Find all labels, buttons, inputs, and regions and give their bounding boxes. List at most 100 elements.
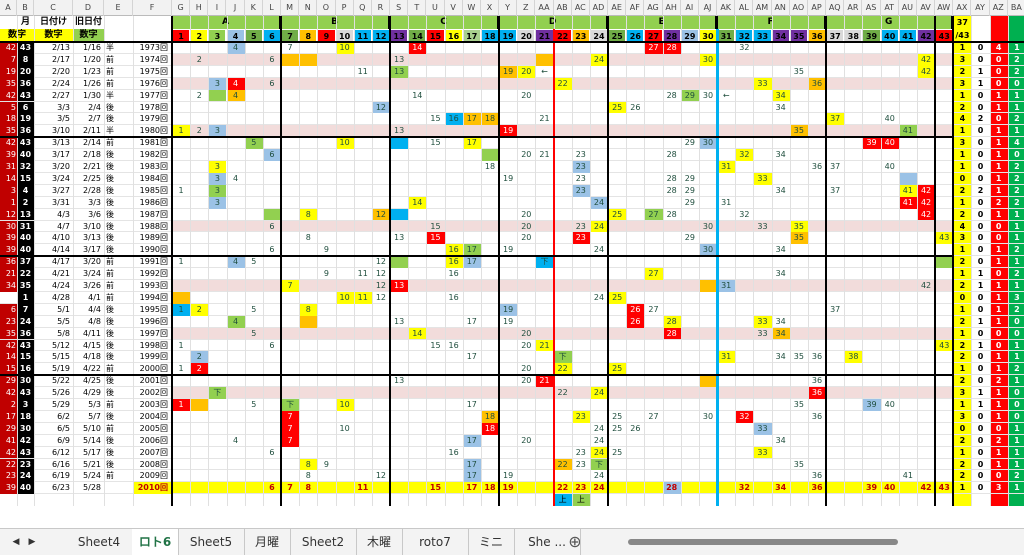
summary-value: 2 [959, 102, 966, 112]
sheet-tab[interactable]: She ... [514, 529, 581, 555]
grid-cell: 15 [430, 138, 441, 148]
column-line [680, 16, 682, 507]
date: 3/27 [52, 185, 70, 195]
grid-cell: 3 [208, 161, 227, 173]
month-number: 3 [0, 184, 17, 197]
old-date: 5/14 [83, 435, 101, 445]
grid-cell: 34 [775, 150, 786, 160]
date: 4/3 [57, 209, 70, 219]
month-number: 42 [0, 339, 17, 352]
row-line [0, 207, 1024, 209]
month-number: 14 [0, 172, 17, 185]
old-date: 5/28 [83, 483, 101, 493]
sheet-tab[interactable]: 月曜 [244, 529, 291, 555]
month-number: 31 [0, 161, 17, 173]
column-header: N [299, 0, 318, 16]
column-line [771, 16, 773, 507]
column-line [825, 16, 828, 507]
summary-value: 0 [977, 411, 984, 421]
grid-cell: 22 [557, 483, 569, 493]
column-header: C [34, 0, 73, 16]
draw-number: 1997回 [139, 328, 168, 338]
summary-value: 2 [959, 185, 966, 195]
sheet-tab[interactable]: Sheet4 [66, 529, 133, 555]
column-line [190, 16, 192, 507]
sheet-tab[interactable]: ロト6 [132, 529, 179, 555]
month-number: 21 [0, 268, 17, 280]
month-number: 18 [0, 113, 17, 126]
scroll-left[interactable]: ◀ [12, 537, 20, 547]
grid-cell: 40 [884, 162, 895, 171]
summary-header: 37 [956, 18, 968, 27]
grid-cell: 8 [299, 303, 318, 316]
column-header: J [227, 0, 245, 16]
half: 前 [106, 269, 114, 279]
grid-cell: 4 [226, 256, 245, 269]
month-digit: 40 [17, 232, 34, 245]
grid-cell: 28 [666, 173, 677, 183]
scroll-right[interactable]: ▶ [28, 537, 36, 547]
horizontal-scrollbar[interactable] [610, 537, 1010, 547]
date: 6/16 [52, 459, 70, 469]
grid-cell: 4 [233, 435, 239, 445]
month-number: 2 [0, 399, 17, 411]
date: 4/14 [52, 245, 70, 255]
summary-value: 0 [977, 245, 984, 255]
grid-cell: 28 [666, 185, 677, 195]
sheet-tab[interactable]: Sheet5 [178, 529, 245, 555]
grid-cell: 24 [593, 423, 605, 433]
grid-cell: ← [722, 90, 730, 100]
grid-cell: 41 [898, 125, 917, 138]
summary-value: 1 [1014, 233, 1020, 243]
summary-value: 1 [959, 90, 966, 100]
sheet-tab[interactable]: Sheet2 [290, 529, 357, 555]
sheet-tab[interactable]: 木曜 [356, 529, 403, 555]
summary-value: 1 [1014, 340, 1020, 350]
row-line [0, 481, 1024, 483]
column-header: F [133, 0, 172, 16]
grid-cell: 37 [826, 113, 845, 126]
grid-cell: 35 [789, 232, 808, 245]
draw-number: 1983回 [139, 162, 168, 171]
grid-cell: 下 [535, 256, 554, 269]
grid-cell: 42 [916, 196, 936, 209]
summary-value: 3 [959, 54, 966, 64]
draw-number: 1996回 [139, 316, 168, 326]
grid-cell [898, 172, 917, 185]
column-header: D [73, 0, 104, 16]
sheet-tab[interactable]: ミニ [468, 529, 515, 555]
sheet-tab[interactable]: roto7 [402, 529, 469, 555]
half: 後 [106, 340, 114, 350]
half: 後 [106, 376, 114, 386]
grid-cell: 5 [251, 304, 257, 314]
column-header: BA [1008, 0, 1024, 16]
row-line [0, 100, 1024, 102]
grid-cell: 33 [753, 446, 772, 459]
grid-cell: 27 [644, 42, 663, 54]
summary-value: 0 [977, 102, 984, 112]
sheet-tab-bar: ◀ ▶ ⊕ Sheet4 ロト6 Sheet5 月曜 Sheet2 木曜 roto7 ミニ Sh… [0, 528, 1024, 555]
half: 前 [106, 138, 114, 148]
column-line [408, 16, 410, 507]
divider-red [552, 29, 555, 507]
grid-cell: 7 [281, 410, 300, 423]
old-date: 5/17 [83, 447, 101, 457]
column-header: Q [354, 0, 372, 16]
grid-cell: 36 [811, 352, 823, 362]
grid-cell: 11 [353, 291, 372, 304]
column-header: AB [554, 0, 572, 16]
summary-value: 1 [995, 304, 1002, 314]
summary-value: 4 [959, 221, 966, 231]
grid-cell: 14 [408, 42, 427, 54]
date: 2/20 [52, 66, 70, 76]
grid-cell [535, 53, 554, 66]
date: 5/22 [52, 376, 70, 386]
summary-value: 3 [959, 138, 966, 148]
half: 後 [106, 185, 114, 195]
grid-cell: 6 [269, 78, 275, 88]
column-line [17, 16, 18, 507]
column-line [480, 16, 482, 507]
add-sheet[interactable]: ⊕ [568, 532, 582, 551]
month-digit: 40 [17, 482, 34, 495]
month-number: 12 [0, 208, 17, 221]
